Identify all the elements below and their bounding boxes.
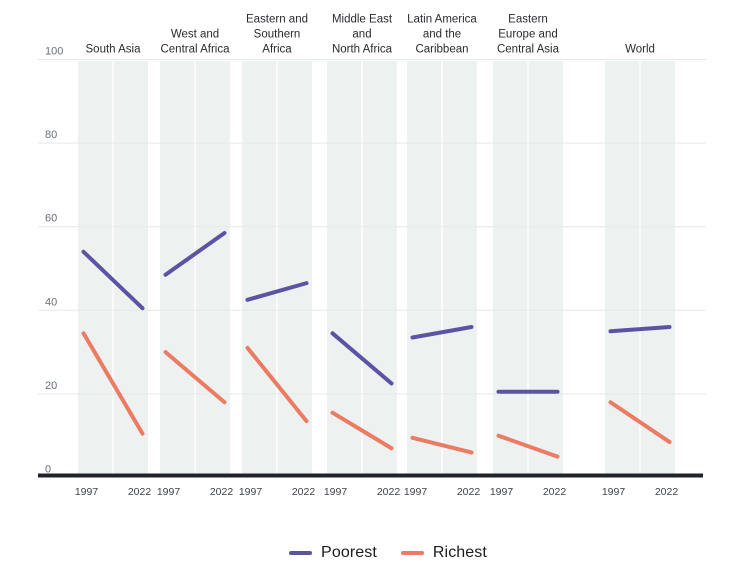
legend-item-poorest: Poorest [289,544,377,562]
y-tick-label: 0 [45,464,51,476]
x-tick-label: 2022 [457,486,481,498]
x-tick-label: 2022 [292,486,316,498]
poorest-line [81,249,145,311]
poorest-line [410,325,474,340]
x-tick-label: 1997 [602,486,626,498]
richest-line [608,400,672,444]
poorest-line [163,230,227,277]
y-tick-label: 40 [45,296,57,308]
x-tick-label: 1997 [404,486,428,498]
y-tick-label: 80 [45,129,57,141]
richest-line-swatch [400,551,424,555]
chart-legend: Poorest Richest [13,544,750,562]
x-tick-label: 2022 [543,486,567,498]
y-tick-label: 60 [45,213,57,225]
richest-line [163,350,227,405]
x-tick-label: 1997 [490,486,514,498]
panel-title: Eastern Europe and Central Asia [497,14,560,56]
panel-title: Latin America and the Caribbean [407,14,477,56]
panel-title: World [625,44,655,56]
legend-item-richest: Richest [400,544,487,562]
poorest-line [608,325,672,334]
x-tick-label: 1997 [75,486,99,498]
richest-line [410,435,474,455]
y-tick-label: 20 [45,380,57,392]
richest-line [496,433,560,459]
x-tick-label: 2022 [377,486,401,498]
panel-title: South Asia [86,44,142,56]
richest-line [81,331,145,436]
x-tick-label: 2022 [210,486,234,498]
panel-title: Middle East and North Africa [332,14,393,56]
x-tick-label: 1997 [324,486,348,498]
legend-label-poorest: Poorest [321,544,377,561]
x-tick-label: 1997 [157,486,181,498]
legend-label-richest: Richest [432,544,487,561]
x-tick-label: 2022 [655,486,679,498]
poorest-line [330,331,394,386]
panel-title: West and Central Africa [160,29,230,56]
x-tick-label: 1997 [239,486,263,498]
x-tick-label: 2022 [128,486,152,498]
panel-title: Eastern and Southern Africa [246,14,308,56]
poorest-line [245,281,309,302]
poorest-line-swatch [289,551,313,555]
richest-line [330,410,394,451]
richest-line [245,345,309,424]
y-tick-label: 100 [45,46,63,58]
